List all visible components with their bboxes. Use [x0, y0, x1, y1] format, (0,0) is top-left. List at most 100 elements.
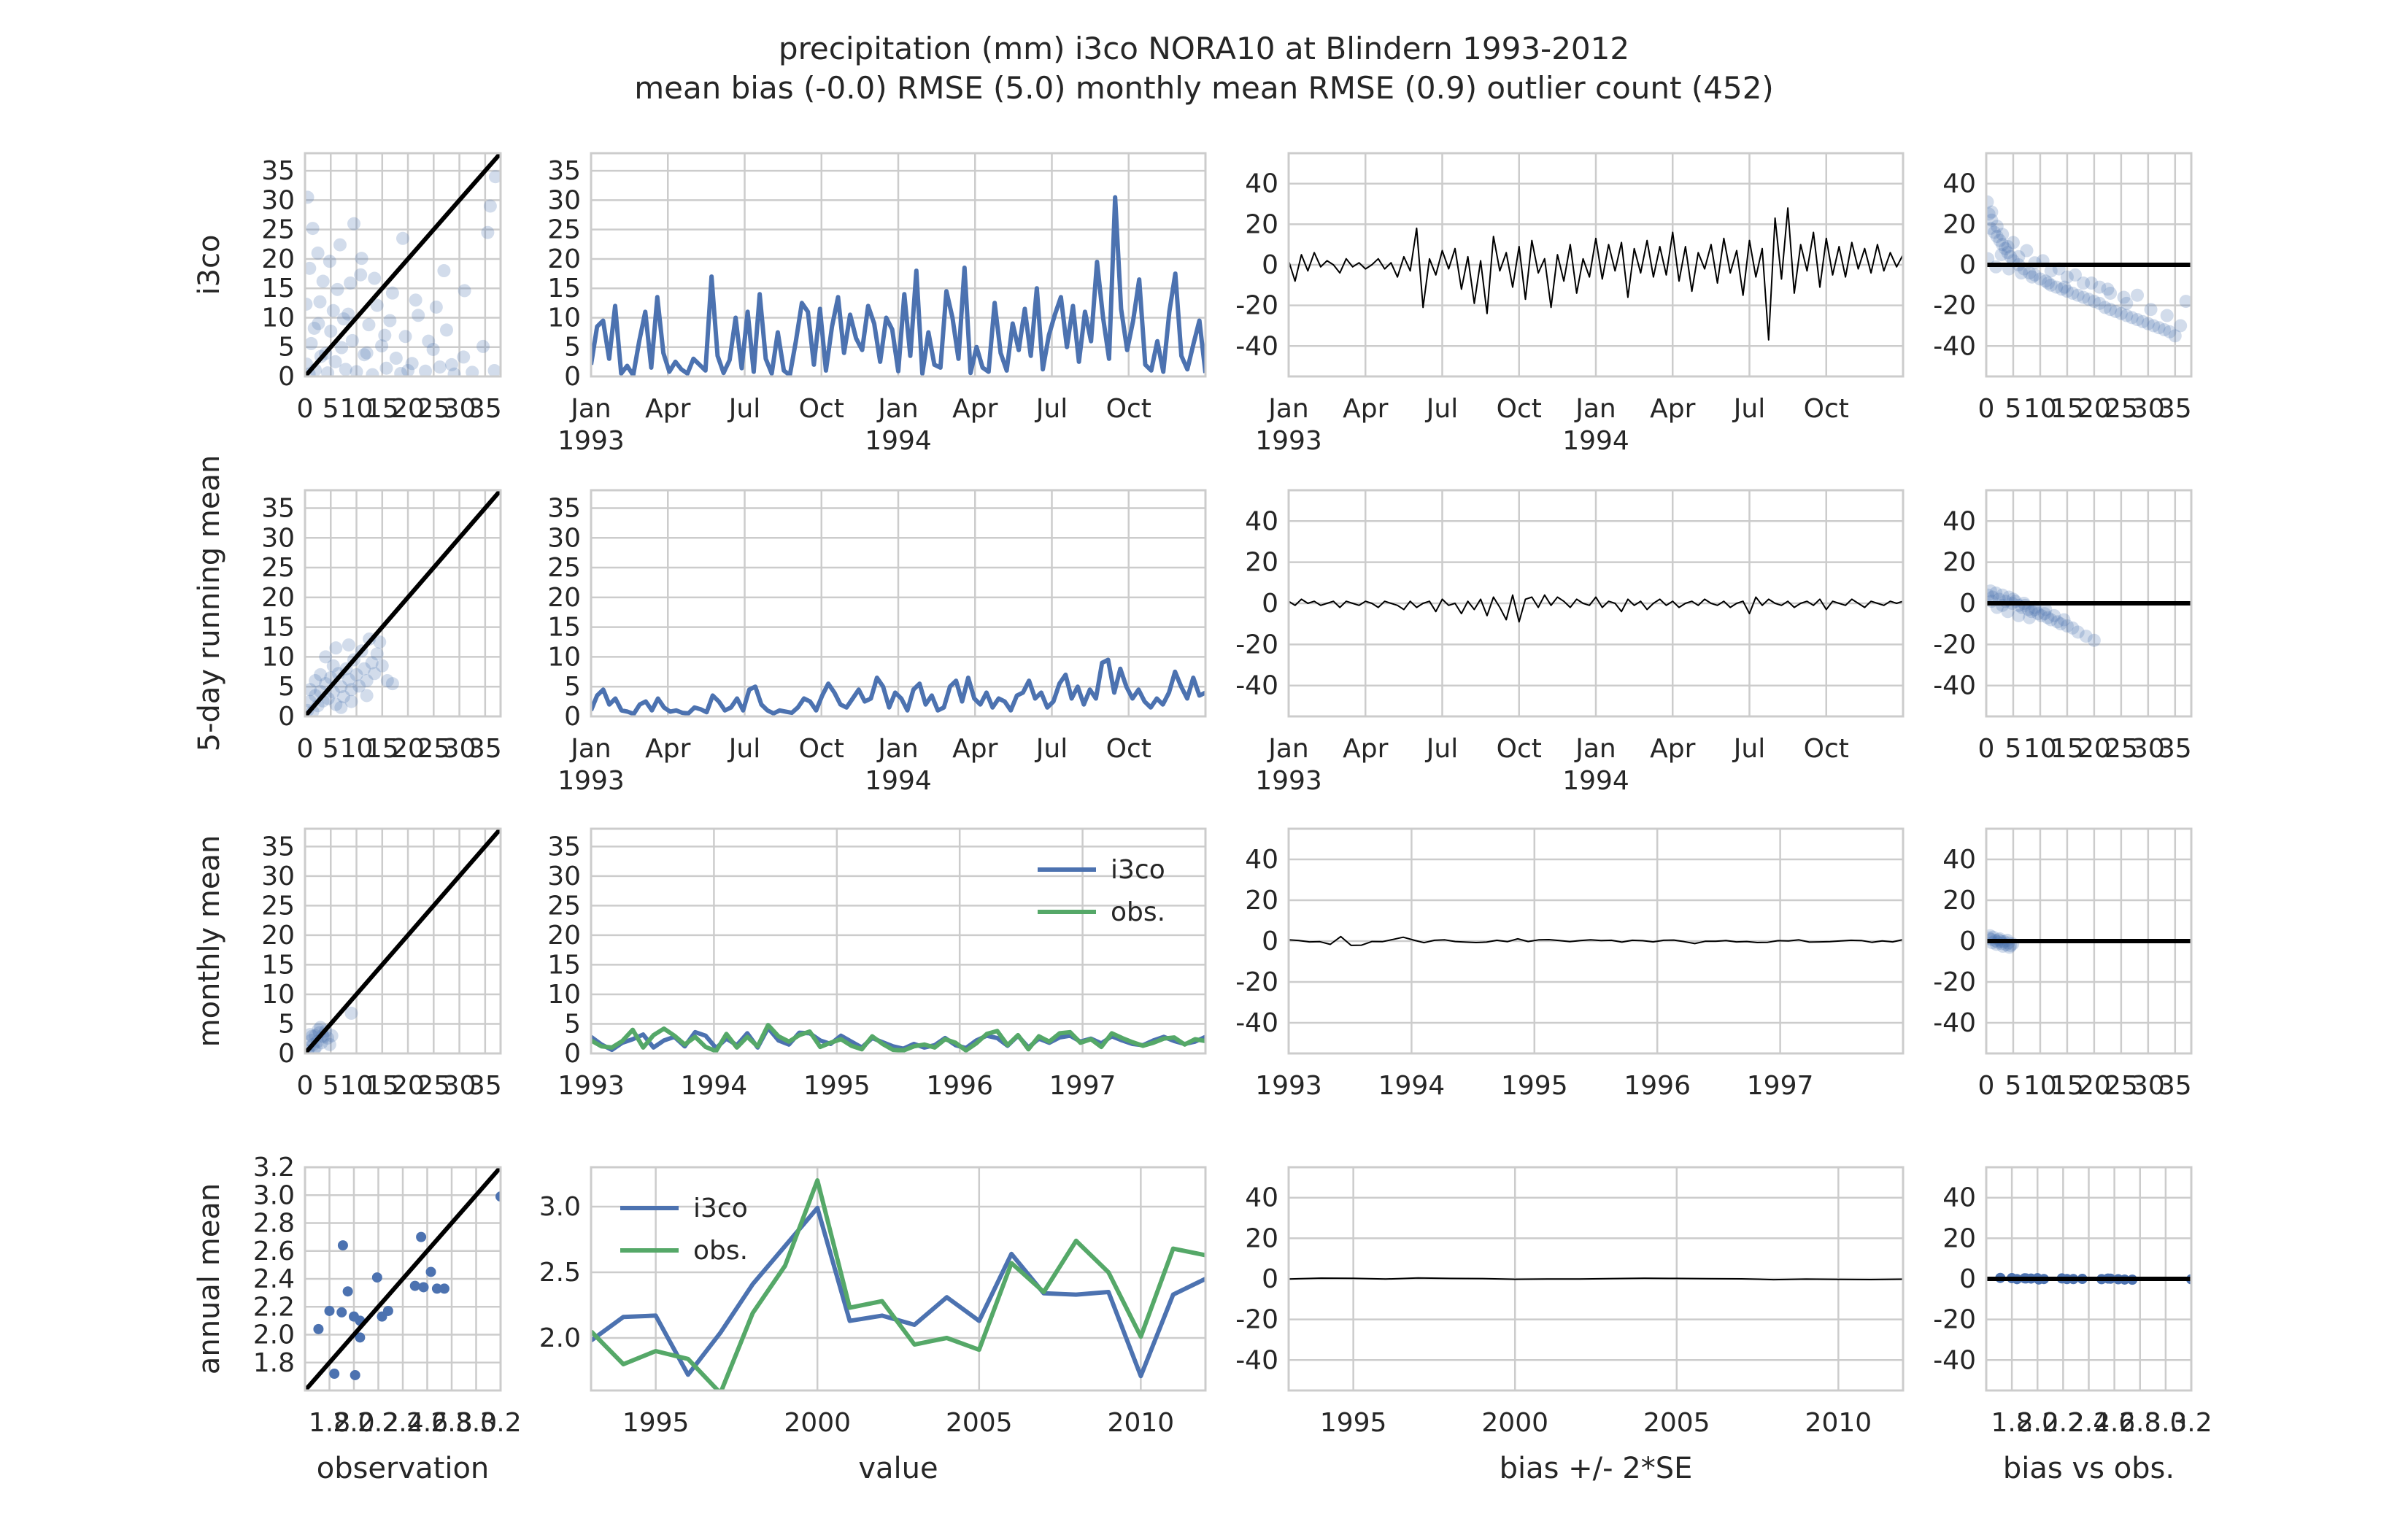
scatter-point: [342, 1286, 353, 1297]
scatter-point: [335, 341, 349, 355]
y-tick-label: 40: [1245, 169, 1278, 199]
x-tick-line: 1994: [1562, 426, 1629, 456]
y-tick-label: 15: [261, 950, 295, 980]
scatter-point: [458, 284, 471, 298]
scatter-point: [2025, 270, 2039, 284]
x-tick-label: 2005: [1643, 1408, 1710, 1438]
scatter-point: [2069, 268, 2083, 282]
y-tick-label: -20: [1235, 291, 1278, 321]
x-tick-label: 15: [2050, 1071, 2084, 1101]
y-tick-label: 0: [1959, 589, 1976, 619]
scatter-point: [2117, 290, 2131, 304]
panel-monthly-bias: 40 20 0 -20 -40 1993 1994 1995 1996 1997: [1235, 827, 1905, 1101]
scatter-point: [2050, 280, 2064, 294]
panel-annual-series: 2.0 2.5 3.0 1995 2000 2005 2010 i3co obs. value: [539, 1166, 1207, 1485]
x-tick-label: 5: [323, 734, 339, 764]
scatter-point: [2163, 325, 2177, 338]
y-axis-title: i3co: [193, 234, 226, 295]
data-layer: [1986, 584, 2191, 647]
y-axis-title: monthly mean: [193, 835, 226, 1048]
scatter-point: [2060, 270, 2074, 284]
scatter-point: [2093, 296, 2107, 310]
y-tick-label: 0: [564, 702, 581, 732]
x-tick-label: 2000: [784, 1408, 851, 1438]
scatter-point: [466, 365, 479, 376]
x-tick-label: 25: [2104, 734, 2138, 764]
scatter-point: [2152, 321, 2166, 335]
scatter-point: [431, 1283, 442, 1294]
scatter-point: [1989, 586, 2003, 600]
scatter-point: [425, 1266, 436, 1277]
x-tick-label: 2.2: [358, 1408, 399, 1438]
y-tick-label: -40: [1235, 331, 1278, 361]
scatter-point: [333, 238, 347, 252]
scatter-point: [429, 300, 443, 314]
x-tick-line: Jan: [1574, 394, 1616, 424]
scatter-point: [1996, 588, 2010, 602]
scatter-point: [336, 1307, 347, 1318]
y-tick-label: 2.8: [253, 1209, 295, 1239]
x-tick-label: Apr: [645, 394, 690, 424]
figure-subtitle: mean bias (-0.0) RMSE (5.0) monthly mean…: [634, 70, 1774, 106]
x-tick-label: 20: [2077, 1071, 2111, 1101]
y-tick-label: 30: [547, 523, 581, 553]
x-tick-label: 1997: [1747, 1071, 1814, 1101]
y-tick-label: -40: [1933, 671, 1976, 701]
scatter-point: [380, 674, 394, 688]
legend-label: i3co: [1111, 855, 1165, 885]
data-layer: [1289, 594, 1903, 623]
series-line: [591, 195, 1205, 376]
scatter-point: [368, 667, 382, 681]
x-tick-label: 5: [2005, 394, 2022, 424]
identity-line: [305, 153, 501, 376]
x-tick-label: 20: [391, 394, 425, 424]
x-tick-label: Jul: [1732, 734, 1765, 764]
scatter-point: [1986, 195, 1994, 209]
y-tick-label: 25: [261, 891, 295, 921]
y-tick-label: 25: [547, 891, 581, 921]
scatter-point: [1986, 590, 1999, 604]
x-tick-label: 15: [366, 734, 399, 764]
y-tick-label: 20: [1245, 1223, 1278, 1253]
y-tick-label: 40: [1942, 169, 1976, 199]
y-tick-label: 30: [261, 862, 295, 891]
y-tick-label: 15: [261, 274, 295, 303]
y-tick-label: 2.5: [539, 1258, 581, 1288]
scatter-point: [306, 222, 320, 236]
scatter-point: [337, 1240, 348, 1251]
scatter-point: [328, 355, 342, 368]
y-axis-title: 5-day running mean: [193, 455, 226, 752]
scatter-point: [483, 199, 497, 213]
y-axis-title: annual mean: [193, 1183, 226, 1374]
y-tick-label: 2.2: [253, 1292, 295, 1322]
scatter-point: [2001, 246, 2015, 260]
y-tick-label: 20: [1942, 209, 1976, 239]
y-tick-label: 35: [547, 493, 581, 523]
x-tick-line: Jan: [569, 734, 611, 764]
x-tick-label: Jul: [728, 394, 760, 424]
scatter-point: [1986, 205, 1999, 219]
x-tick-label: Jan 1993: [557, 394, 625, 456]
scatter-point: [345, 333, 359, 347]
scatter-point: [2071, 288, 2085, 302]
y-tick-label: 20: [261, 921, 295, 951]
x-tick-label: 2.8: [431, 1408, 472, 1438]
scatter-point: [2066, 621, 2080, 635]
scatter-point: [422, 334, 436, 348]
y-tick-label: -40: [1933, 1008, 1976, 1038]
y-tick-label: 10: [547, 642, 581, 672]
scatter-point: [2120, 309, 2134, 322]
scatter-point: [398, 330, 412, 344]
x-tick-label: 25: [2104, 394, 2138, 424]
y-tick-label: 25: [547, 215, 581, 245]
x-tick-label: 0: [297, 394, 314, 424]
y-tick-label: -40: [1933, 331, 1976, 361]
plot-frame: [590, 827, 1207, 1055]
y-tick-label: -20: [1235, 1305, 1278, 1335]
scatter-point: [350, 1369, 360, 1380]
scatter-point: [2044, 278, 2058, 292]
